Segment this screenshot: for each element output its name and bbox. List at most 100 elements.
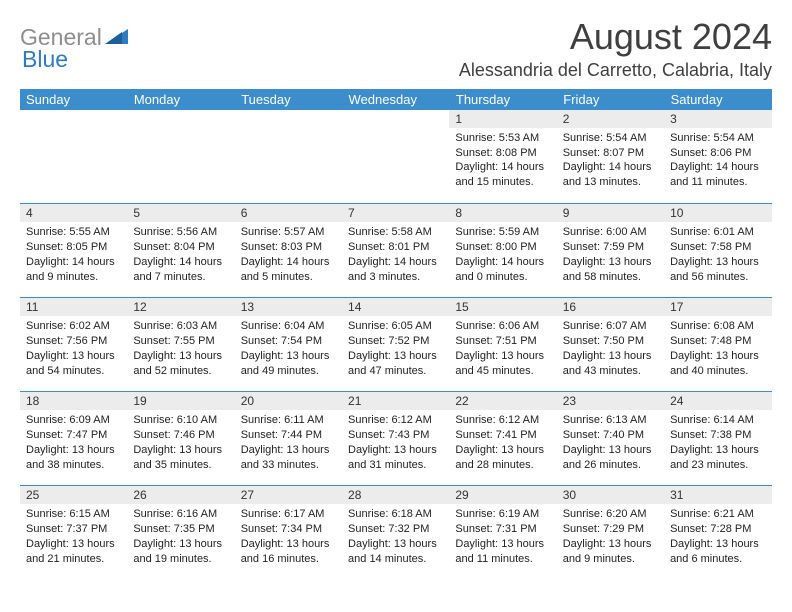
daylight-text: Daylight: 14 hours and 3 minutes. bbox=[348, 255, 443, 285]
day-number: 12 bbox=[127, 298, 234, 316]
calendar-cell: 28Sunrise: 6:18 AMSunset: 7:32 PMDayligh… bbox=[342, 486, 449, 580]
sunrise-text: Sunrise: 5:53 AM bbox=[455, 131, 550, 146]
calendar-cell: 4Sunrise: 5:55 AMSunset: 8:05 PMDaylight… bbox=[20, 204, 127, 298]
day-header: Friday bbox=[557, 89, 664, 110]
sunset-text: Sunset: 7:38 PM bbox=[670, 428, 765, 443]
cell-body bbox=[235, 128, 342, 135]
sunset-text: Sunset: 7:54 PM bbox=[241, 334, 336, 349]
sunset-text: Sunset: 8:07 PM bbox=[563, 146, 658, 161]
calendar-cell: 22Sunrise: 6:12 AMSunset: 7:41 PMDayligh… bbox=[449, 392, 556, 486]
header: General August 2024 Alessandria del Carr… bbox=[20, 18, 772, 81]
sunrise-text: Sunrise: 6:15 AM bbox=[26, 507, 121, 522]
cell-body: Sunrise: 5:53 AMSunset: 8:08 PMDaylight:… bbox=[449, 128, 556, 194]
day-number: 28 bbox=[342, 486, 449, 504]
sunset-text: Sunset: 8:01 PM bbox=[348, 240, 443, 255]
day-number: 26 bbox=[127, 486, 234, 504]
daylight-text: Daylight: 13 hours and 31 minutes. bbox=[348, 443, 443, 473]
day-number: 29 bbox=[449, 486, 556, 504]
day-number: 14 bbox=[342, 298, 449, 316]
sunrise-text: Sunrise: 6:07 AM bbox=[563, 319, 658, 334]
cell-body: Sunrise: 6:12 AMSunset: 7:43 PMDaylight:… bbox=[342, 410, 449, 476]
month-title: August 2024 bbox=[459, 18, 772, 56]
title-block: August 2024 Alessandria del Carretto, Ca… bbox=[459, 18, 772, 81]
cell-body: Sunrise: 6:11 AMSunset: 7:44 PMDaylight:… bbox=[235, 410, 342, 476]
sunset-text: Sunset: 7:51 PM bbox=[455, 334, 550, 349]
calendar-cell bbox=[342, 110, 449, 204]
location: Alessandria del Carretto, Calabria, Ital… bbox=[459, 60, 772, 81]
sunrise-text: Sunrise: 5:54 AM bbox=[670, 131, 765, 146]
calendar-body: 1Sunrise: 5:53 AMSunset: 8:08 PMDaylight… bbox=[20, 110, 772, 580]
calendar-cell: 7Sunrise: 5:58 AMSunset: 8:01 PMDaylight… bbox=[342, 204, 449, 298]
daylight-text: Daylight: 13 hours and 38 minutes. bbox=[26, 443, 121, 473]
cell-body: Sunrise: 5:57 AMSunset: 8:03 PMDaylight:… bbox=[235, 222, 342, 288]
day-header: Thursday bbox=[449, 89, 556, 110]
cell-body bbox=[127, 128, 234, 135]
calendar-cell: 2Sunrise: 5:54 AMSunset: 8:07 PMDaylight… bbox=[557, 110, 664, 204]
day-number: 31 bbox=[664, 486, 771, 504]
sunset-text: Sunset: 7:46 PM bbox=[133, 428, 228, 443]
day-number: 9 bbox=[557, 204, 664, 222]
calendar-cell: 26Sunrise: 6:16 AMSunset: 7:35 PMDayligh… bbox=[127, 486, 234, 580]
sunset-text: Sunset: 7:44 PM bbox=[241, 428, 336, 443]
daylight-text: Daylight: 14 hours and 11 minutes. bbox=[670, 160, 765, 190]
daylight-text: Daylight: 13 hours and 23 minutes. bbox=[670, 443, 765, 473]
day-number: 24 bbox=[664, 392, 771, 410]
day-number: 20 bbox=[235, 392, 342, 410]
cell-body: Sunrise: 6:13 AMSunset: 7:40 PMDaylight:… bbox=[557, 410, 664, 476]
calendar-cell: 24 Sunrise: 6:14 AMSunset: 7:38 PMDayligh… bbox=[664, 392, 771, 486]
sunrise-text: Sunrise: 6:12 AM bbox=[348, 413, 443, 428]
daylight-text: Daylight: 14 hours and 5 minutes. bbox=[241, 255, 336, 285]
day-header: Tuesday bbox=[235, 89, 342, 110]
day-header: Wednesday bbox=[342, 89, 449, 110]
cell-body: Sunrise: 6:09 AMSunset: 7:47 PMDaylight:… bbox=[20, 410, 127, 476]
day-number: 11 bbox=[20, 298, 127, 316]
sunrise-text: Sunrise: 6:14 AM bbox=[670, 413, 765, 428]
sunset-text: Sunset: 7:35 PM bbox=[133, 522, 228, 537]
sunset-text: Sunset: 7:59 PM bbox=[563, 240, 658, 255]
calendar-cell: 30Sunrise: 6:20 AMSunset: 7:29 PMDayligh… bbox=[557, 486, 664, 580]
sunset-text: Sunset: 7:31 PM bbox=[455, 522, 550, 537]
cell-body: Sunrise: 6:21 AMSunset: 7:28 PMDaylight:… bbox=[664, 504, 771, 570]
sunrise-text: Sunrise: 6:00 AM bbox=[563, 225, 658, 240]
sunrise-text: Sunrise: 6:06 AM bbox=[455, 319, 550, 334]
calendar-cell: 16Sunrise: 6:07 AMSunset: 7:50 PMDayligh… bbox=[557, 298, 664, 392]
calendar-cell: 14Sunrise: 6:05 AMSunset: 7:52 PMDayligh… bbox=[342, 298, 449, 392]
cell-body: Sunrise: 6:08 AMSunset: 7:48 PMDaylight:… bbox=[664, 316, 771, 382]
calendar-week-row: 18Sunrise: 6:09 AMSunset: 7:47 PMDayligh… bbox=[20, 392, 772, 486]
day-number: 27 bbox=[235, 486, 342, 504]
sunset-text: Sunset: 7:28 PM bbox=[670, 522, 765, 537]
sunrise-text: Sunrise: 5:56 AM bbox=[133, 225, 228, 240]
daylight-text: Daylight: 13 hours and 14 minutes. bbox=[348, 537, 443, 567]
sunrise-text: Sunrise: 6:21 AM bbox=[670, 507, 765, 522]
daylight-text: Daylight: 13 hours and 6 minutes. bbox=[670, 537, 765, 567]
sunrise-text: Sunrise: 6:04 AM bbox=[241, 319, 336, 334]
calendar-cell: 10Sunrise: 6:01 AMSunset: 7:58 PMDayligh… bbox=[664, 204, 771, 298]
logo-text-blue: Blue bbox=[22, 46, 68, 72]
calendar-cell bbox=[235, 110, 342, 204]
calendar-table: SundayMondayTuesdayWednesdayThursdayFrid… bbox=[20, 89, 772, 580]
daylight-text: Daylight: 14 hours and 13 minutes. bbox=[563, 160, 658, 190]
sunrise-text: Sunrise: 6:18 AM bbox=[348, 507, 443, 522]
daylight-text: Daylight: 13 hours and 47 minutes. bbox=[348, 349, 443, 379]
daylight-text: Daylight: 14 hours and 0 minutes. bbox=[455, 255, 550, 285]
day-number: 2 bbox=[557, 110, 664, 128]
calendar-cell: 23Sunrise: 6:13 AMSunset: 7:40 PMDayligh… bbox=[557, 392, 664, 486]
sunset-text: Sunset: 8:03 PM bbox=[241, 240, 336, 255]
cell-body: Sunrise: 6:17 AMSunset: 7:34 PMDaylight:… bbox=[235, 504, 342, 570]
cell-body bbox=[342, 128, 449, 135]
calendar-week-row: 4Sunrise: 5:55 AMSunset: 8:05 PMDaylight… bbox=[20, 204, 772, 298]
daylight-text: Daylight: 13 hours and 58 minutes. bbox=[563, 255, 658, 285]
sunrise-text: Sunrise: 6:05 AM bbox=[348, 319, 443, 334]
cell-body: Sunrise: 6:05 AMSunset: 7:52 PMDaylight:… bbox=[342, 316, 449, 382]
daylight-text: Daylight: 13 hours and 11 minutes. bbox=[455, 537, 550, 567]
sunset-text: Sunset: 8:08 PM bbox=[455, 146, 550, 161]
day-number: 1 bbox=[449, 110, 556, 128]
calendar-cell: 12Sunrise: 6:03 AMSunset: 7:55 PMDayligh… bbox=[127, 298, 234, 392]
daylight-text: Daylight: 13 hours and 33 minutes. bbox=[241, 443, 336, 473]
cell-body: Sunrise: 6:03 AMSunset: 7:55 PMDaylight:… bbox=[127, 316, 234, 382]
cell-body: Sunrise: 5:55 AMSunset: 8:05 PMDaylight:… bbox=[20, 222, 127, 288]
calendar-cell: 17Sunrise: 6:08 AMSunset: 7:48 PMDayligh… bbox=[664, 298, 771, 392]
day-number: 23 bbox=[557, 392, 664, 410]
cell-body: Sunrise: 6:12 AMSunset: 7:41 PMDaylight:… bbox=[449, 410, 556, 476]
cell-body: Sunrise: 5:54 AMSunset: 8:07 PMDaylight:… bbox=[557, 128, 664, 194]
